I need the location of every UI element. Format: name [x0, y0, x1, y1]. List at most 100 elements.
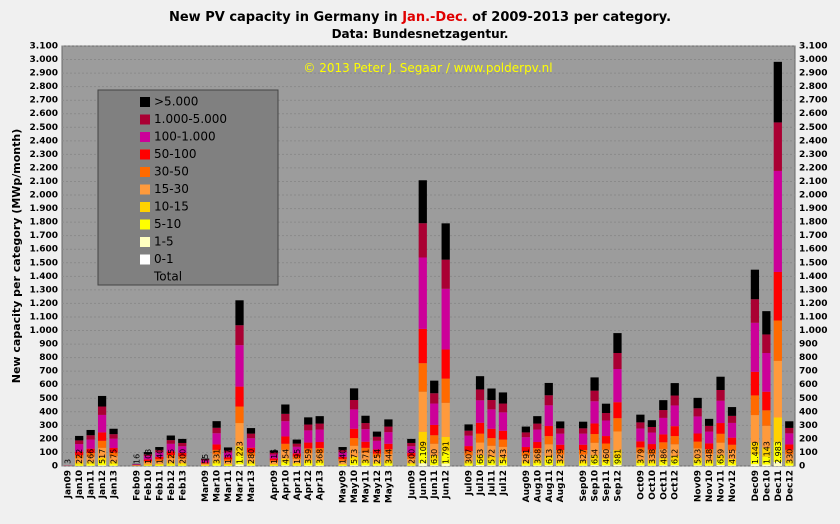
total-label: 55 — [201, 454, 210, 464]
total-label: 137 — [224, 449, 233, 464]
bar-segment — [293, 440, 301, 444]
bar-segment — [774, 62, 782, 123]
y2-tick-label: 1.400 — [799, 272, 827, 282]
bar-segment — [87, 435, 95, 439]
y2-tick-label: 800 — [799, 353, 818, 363]
bar-segment — [602, 436, 610, 443]
bar-segment — [350, 465, 358, 466]
legend-label: 1.000-5.000 — [154, 112, 227, 126]
x-tick-label: Dec12 — [785, 470, 795, 501]
x-tick-label: May11 — [362, 470, 372, 503]
bar-segment — [316, 465, 324, 466]
total-label: 307 — [465, 449, 474, 464]
bar-segment — [728, 465, 736, 466]
y-tick-label: 500 — [39, 394, 58, 404]
bar-segment — [270, 465, 278, 466]
x-tick-label: Nov12 — [728, 470, 738, 502]
total-label: 266 — [87, 449, 96, 464]
y-tick-label: 1.900 — [30, 204, 58, 214]
x-tick-label: Dec11 — [774, 470, 784, 501]
x-tick-label: Feb13 — [178, 470, 188, 501]
bar-segment — [671, 426, 679, 436]
bar-segment — [430, 465, 438, 466]
title-part: Jan.-Dec. — [401, 10, 467, 25]
x-tick-label: Mar09 — [201, 470, 211, 502]
y-tick-label: 3.000 — [30, 55, 58, 65]
bar-segment — [671, 436, 679, 444]
bar-segment — [659, 410, 667, 418]
bar-segment — [109, 439, 117, 448]
y-tick-label: 600 — [39, 380, 58, 390]
bar-segment — [350, 400, 358, 409]
bar-segment — [430, 381, 438, 394]
bar-segment — [464, 424, 472, 430]
legend-label: 50-100 — [154, 147, 197, 161]
bar-segment — [464, 436, 472, 446]
y-tick-label: 2.600 — [30, 109, 58, 119]
y-tick-label: 2.300 — [30, 150, 58, 160]
total-label: 371 — [362, 449, 371, 464]
bar-segment — [613, 353, 621, 369]
bar-segment — [476, 465, 484, 466]
bar-segment — [98, 407, 106, 415]
x-tick-label: Jun10 — [419, 470, 429, 500]
y-tick-label: 2.900 — [30, 69, 58, 79]
bar-segment — [602, 465, 610, 466]
y2-tick-label: 2.800 — [799, 82, 827, 92]
y2-tick-label: 1.100 — [799, 312, 827, 322]
bar-segment — [533, 416, 541, 423]
total-label: 659 — [717, 449, 726, 464]
x-tick-label: Aug09 — [522, 470, 532, 502]
y2-tick-label: 1.500 — [799, 258, 827, 268]
bar-segment — [293, 444, 301, 447]
bar-segment — [98, 441, 106, 448]
bar-segment — [648, 433, 656, 445]
bar-segment — [728, 423, 736, 438]
bar-segment — [281, 414, 289, 421]
bar-segment — [442, 379, 450, 403]
x-tick-label: Mar13 — [247, 470, 257, 502]
total-label: 140 — [155, 449, 164, 464]
annotation: © 2013 Peter J. Segaar / www.polderpv.nl — [303, 61, 552, 75]
y-tick-label: 300 — [39, 421, 58, 431]
bar-segment — [373, 441, 381, 450]
y2-tick-label: 600 — [799, 380, 818, 390]
y2-tick-label: 400 — [799, 407, 818, 417]
bar-segment — [178, 439, 186, 443]
y-tick-label: 2.000 — [30, 191, 58, 201]
bar-segment — [373, 432, 381, 437]
y-tick-label: 2.800 — [30, 82, 58, 92]
total-label: 2.109 — [419, 441, 428, 464]
total-label: 572 — [487, 449, 496, 464]
y-tick-label: 100 — [39, 448, 58, 458]
bar-segment — [522, 432, 530, 437]
bar-segment — [705, 419, 713, 426]
bar-segment — [533, 424, 541, 430]
y2-tick-label: 3.100 — [799, 42, 827, 52]
bar-segment — [545, 383, 553, 395]
bar-segment — [545, 426, 553, 436]
x-tick-label: Apr11 — [293, 470, 303, 500]
total-label: 16 — [132, 454, 141, 464]
total-label: 612 — [671, 449, 680, 464]
bar-segment — [636, 441, 644, 447]
total-label: 3 — [64, 459, 73, 464]
bar-segment — [384, 419, 392, 426]
bar-segment — [590, 423, 598, 434]
bar-segment — [545, 405, 553, 426]
bar-segment — [235, 325, 243, 345]
y-tick-label: 1.100 — [30, 312, 58, 322]
total-label: 981 — [613, 449, 622, 464]
bar-segment — [613, 418, 621, 431]
bar-segment — [167, 436, 175, 441]
bar-segment — [648, 420, 656, 427]
bar-segment — [659, 442, 667, 449]
bar-segment — [716, 390, 724, 401]
bar-segment — [499, 412, 507, 430]
bar-segment — [476, 376, 484, 389]
bar-segment — [442, 349, 450, 378]
bar-segment — [671, 383, 679, 395]
legend-swatch — [140, 185, 150, 195]
bar-segment — [636, 428, 644, 441]
total-label: 225 — [167, 449, 176, 464]
